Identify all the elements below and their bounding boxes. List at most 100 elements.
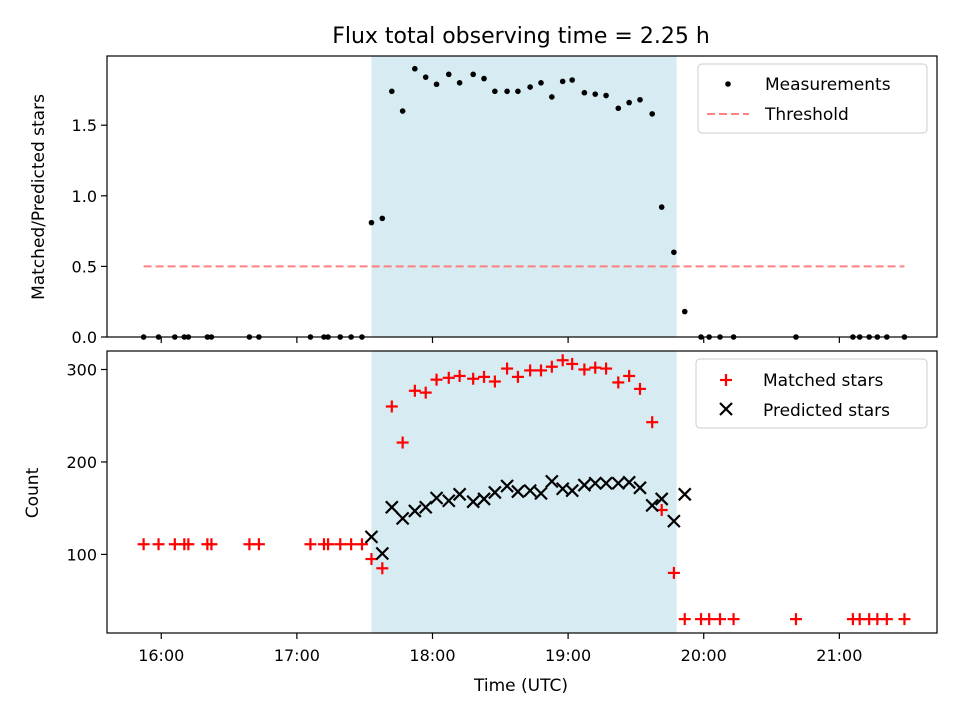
x-tick-label: 17:00 <box>274 646 320 665</box>
matched-star-point <box>252 538 265 551</box>
measurement-point <box>412 65 418 72</box>
predicted-star-stroke <box>599 476 613 490</box>
predicted-star-stroke <box>429 491 444 505</box>
y-tick-label: 100 <box>66 545 97 564</box>
measurement-point <box>569 77 575 83</box>
bottom-series-layer <box>137 354 911 626</box>
legend-predicted-label: Predicted stars <box>763 401 890 421</box>
top-y-axis-label: Matched/Predicted stars <box>29 94 49 300</box>
measurement-point <box>492 88 498 95</box>
matched-star-point <box>578 363 591 376</box>
measurement-point <box>470 71 476 78</box>
top-panel: 0.0 0.5 1.0 1.5 Matched/Predicted stars Mea… <box>29 55 938 347</box>
predicted-star-stroke <box>667 514 681 528</box>
x-tick-label: 21:00 <box>816 646 862 665</box>
legend-predicted-marker <box>719 402 733 416</box>
predicted-star-stroke <box>577 478 592 492</box>
predicted-star-point <box>441 494 456 508</box>
matched-star-point <box>478 370 491 383</box>
matched-star-point <box>589 361 602 374</box>
matched-star-point <box>612 376 625 389</box>
predicted-star-point <box>500 479 514 493</box>
matched-star-point <box>511 370 524 383</box>
y-tick-label: 1.0 <box>72 187 97 206</box>
predicted-star-point <box>511 484 525 499</box>
matched-star-point <box>419 386 432 399</box>
predicted-star-stroke <box>364 530 379 544</box>
matched-star-point <box>667 566 680 579</box>
predicted-star-point <box>534 486 548 501</box>
predicted-star-point <box>488 485 502 500</box>
predicted-star-point <box>645 498 659 513</box>
predicted-star-stroke <box>375 546 390 561</box>
y-tick-label: 0.5 <box>72 257 97 276</box>
matched-star-point <box>182 538 195 551</box>
matched-star-point <box>703 613 716 626</box>
x-tick-label: 18:00 <box>409 646 455 665</box>
matched-star-point <box>453 369 466 382</box>
matched-star-point <box>600 362 613 375</box>
matched-star-point <box>396 436 409 449</box>
predicted-star-stroke <box>500 479 514 493</box>
measurement-point <box>527 84 533 90</box>
measurement-point <box>681 308 688 315</box>
predicted-star-point <box>364 530 379 544</box>
legend-threshold-label: Threshold <box>764 105 849 125</box>
predicted-star-stroke <box>545 474 559 489</box>
predicted-star-stroke <box>523 483 537 498</box>
measurement-point <box>368 219 375 226</box>
predicted-star-point <box>466 494 480 509</box>
chart-title: Flux total observing time = 2.25 h <box>332 24 710 49</box>
measurement-point <box>456 80 463 86</box>
matched-star-point <box>556 354 569 367</box>
matched-star-point <box>152 538 165 551</box>
predicted-star-stroke <box>645 498 659 513</box>
bottom-observing-window <box>371 351 677 633</box>
predicted-star-point <box>385 500 399 515</box>
predicted-star-point <box>418 500 433 515</box>
predicted-star-stroke <box>488 485 502 500</box>
matched-star-point <box>355 538 368 551</box>
predicted-star-stroke <box>385 500 399 515</box>
matched-star-point <box>678 613 691 626</box>
y-tick-label: 200 <box>66 453 97 472</box>
matched-star-point <box>376 562 389 575</box>
measurement-point <box>515 88 521 95</box>
predicted-star-point <box>611 476 626 490</box>
predicted-star-stroke <box>418 500 433 515</box>
predicted-star-point <box>677 487 692 502</box>
measurement-point <box>649 111 655 117</box>
measurement-point <box>379 215 386 222</box>
matched-star-point <box>646 416 659 429</box>
measurement-point <box>626 99 632 106</box>
y-tick-label: 300 <box>66 360 97 379</box>
matched-star-point <box>322 538 335 551</box>
measurement-point <box>549 94 555 100</box>
measurement-point <box>481 75 487 82</box>
predicted-star-stroke <box>622 475 636 490</box>
predicted-star-stroke <box>395 511 410 526</box>
predicted-star-point <box>622 475 636 490</box>
x-tick-label: 16:00 <box>138 646 184 665</box>
predicted-star-stroke <box>588 476 603 490</box>
matched-star-point <box>137 538 150 551</box>
matched-star-point <box>789 613 802 626</box>
predicted-star-stroke <box>477 492 491 506</box>
predicted-star-stroke <box>633 481 647 495</box>
bottom-legend: Matched stars Predicted stars <box>695 358 928 429</box>
matched-star-point <box>430 373 443 386</box>
matched-star-point <box>714 613 727 626</box>
matched-star-point <box>334 538 347 551</box>
y-tick-label: 1.5 <box>72 116 97 135</box>
legend-matched-marker <box>720 374 732 386</box>
matched-star-point <box>365 553 378 566</box>
matched-star-point <box>501 362 514 375</box>
bottom-y-ticks: 100 200 300 <box>66 360 107 564</box>
matched-star-point <box>385 400 398 413</box>
top-legend: Measurements Threshold <box>697 63 928 134</box>
matched-star-point <box>566 357 579 370</box>
matched-star-point <box>345 538 358 551</box>
predicted-star-point <box>408 504 422 518</box>
top-x-ticks <box>160 337 840 343</box>
matched-star-point <box>534 364 547 377</box>
